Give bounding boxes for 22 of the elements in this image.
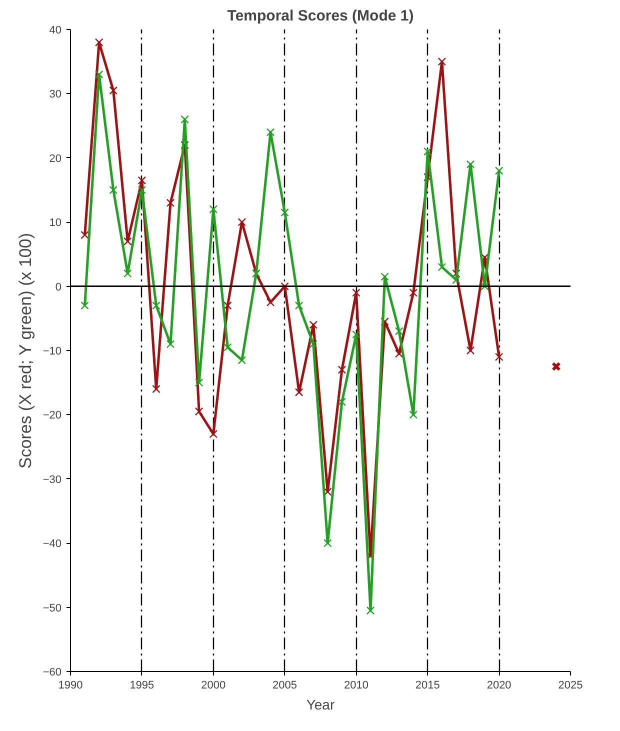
y-tick-label: 20 <box>49 152 62 165</box>
y-tick-label: −10 <box>42 346 62 358</box>
x-tick-label: 1995 <box>130 680 154 692</box>
y-tick-label: 0 <box>55 281 62 294</box>
x-tick-label: 2015 <box>415 680 440 692</box>
chart-title: Temporal Scores (Mode 1) <box>227 8 414 24</box>
x-tick-label: 2020 <box>486 680 512 692</box>
x-tick-label: 2010 <box>344 680 368 692</box>
x-tick-label: 1990 <box>58 680 83 692</box>
y-tick-label: −30 <box>42 474 62 486</box>
x-tick-label: 2000 <box>201 680 226 692</box>
x-axis-title: Year <box>306 696 335 712</box>
y-tick-label: 10 <box>49 217 62 230</box>
x-tick-label: 2025 <box>558 680 583 692</box>
y-tick-label: −60 <box>42 666 62 678</box>
y-tick-label: −20 <box>42 410 62 422</box>
y-tick-label: −50 <box>42 602 62 614</box>
y-tick-label: 30 <box>49 88 62 101</box>
y-axis-title: Scores (X red; Y green) (x 100) <box>16 233 35 469</box>
y-tick-label: −40 <box>42 538 62 550</box>
x-tick-label: 2005 <box>272 680 298 692</box>
y-tick-label: 40 <box>49 24 62 36</box>
